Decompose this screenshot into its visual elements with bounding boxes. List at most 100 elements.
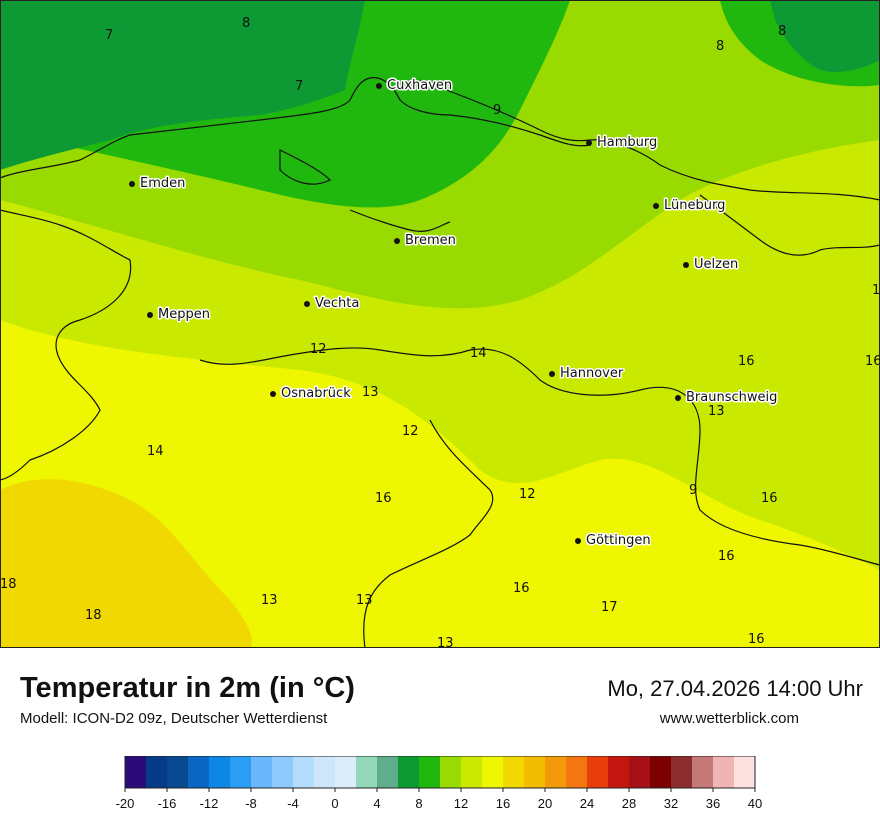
state-border-west — [0, 209, 132, 481]
legend-swatch — [146, 756, 168, 788]
iso-label: 17 — [601, 600, 618, 615]
cities: Cuxhaven Hamburg Emden Lüneburg Bremen U… — [129, 77, 779, 550]
weser-channel — [349, 209, 451, 232]
iso-label: 16 — [718, 549, 735, 564]
iso-label: 18 — [85, 608, 102, 623]
city-emden: Emden — [129, 175, 187, 193]
iso-label: 13 — [362, 385, 379, 400]
legend-swatch — [545, 756, 567, 788]
iso-label: 12 — [402, 424, 419, 439]
page-title: Temperatur in 2m (in °C) — [20, 672, 355, 704]
city-osnabrueck: Osnabrück — [270, 385, 353, 403]
iso-label: 14 — [147, 444, 164, 459]
svg-text:Hannover: Hannover — [560, 366, 624, 381]
legend-ticks: -20 -16 -12 -8 -4 0 4 8 12 16 20 24 28 32 36 40 — [116, 788, 762, 811]
svg-text:Göttingen: Göttingen — [586, 533, 651, 548]
boundaries — [0, 77, 880, 648]
city-lueneburg: Lüneburg — [653, 197, 727, 215]
legend-swatch — [650, 756, 672, 788]
state-border-south — [199, 347, 880, 566]
iso-label: 12 — [310, 342, 327, 357]
legend-tick-label: -16 — [158, 796, 177, 811]
legend-tick-label: -8 — [245, 796, 257, 811]
legend-swatch — [125, 756, 147, 788]
svg-text:Cuxhaven: Cuxhaven — [387, 78, 452, 93]
iso-label: 8 — [716, 39, 724, 54]
legend-swatch — [377, 756, 399, 788]
sea-north — [0, 0, 365, 170]
iso-label: 13 — [261, 593, 278, 608]
iso-label: 13 — [437, 636, 454, 648]
legend-swatch — [692, 756, 714, 788]
lake-border — [279, 149, 332, 185]
forecast-datetime: Mo, 27.04.2026 14:00 Uhr — [607, 676, 863, 701]
legend-swatch — [188, 756, 210, 788]
state-border-east — [699, 194, 880, 256]
temperature-map: 7 8 7 8 8 9 12 14 13 12 16 13 14 12 9 16… — [0, 0, 880, 648]
legend-swatch — [440, 756, 462, 788]
website-link[interactable]: www.wetterblick.com — [659, 710, 799, 727]
legend-swatch — [272, 756, 294, 788]
iso-label: 16 — [513, 581, 530, 596]
iso-label: 9 — [493, 103, 501, 118]
legend-tick-label: 32 — [664, 796, 678, 811]
city-hannover: Hannover — [549, 365, 625, 383]
city-vechta: Vechta — [304, 295, 361, 313]
state-border-hessen — [363, 419, 494, 648]
legend-swatch — [713, 756, 735, 788]
iso-label: 1 — [872, 283, 880, 298]
isotherm-labels: 7 8 7 8 8 9 12 14 13 12 16 13 14 12 9 16… — [0, 16, 880, 648]
legend-swatch — [293, 756, 315, 788]
field-orange-southwest — [0, 479, 252, 648]
legend-swatch — [335, 756, 357, 788]
city-uelzen: Uelzen — [683, 256, 740, 274]
legend-swatch — [524, 756, 546, 788]
color-legend: -20 -16 -12 -8 -4 0 4 8 12 16 20 24 28 32 36 40 — [116, 756, 762, 811]
legend-tick-label: 16 — [496, 796, 510, 811]
iso-label: 7 — [105, 28, 113, 43]
legend-swatch — [314, 756, 336, 788]
legend-swatches — [124, 756, 756, 789]
svg-text:Meppen: Meppen — [158, 307, 210, 322]
legend-tick-label: -20 — [116, 796, 135, 811]
city-braunschweig: Braunschweig — [675, 389, 779, 407]
svg-text:Lüneburg: Lüneburg — [664, 198, 725, 213]
legend-frame — [124, 756, 756, 789]
legend-tick-label: 12 — [454, 796, 468, 811]
legend-tick-label: 8 — [415, 796, 422, 811]
svg-text:Braunschweig: Braunschweig — [686, 390, 777, 405]
legend-tick-label: -12 — [200, 796, 219, 811]
city-cuxhaven: Cuxhaven — [376, 77, 454, 95]
legend-swatch — [230, 756, 252, 788]
iso-label: 14 — [470, 346, 487, 361]
iso-label: 8 — [242, 16, 250, 31]
svg-text:Hamburg: Hamburg — [597, 135, 657, 150]
legend-tick-label: 28 — [622, 796, 636, 811]
sea-baltic — [770, 0, 880, 72]
iso-label: 12 — [519, 487, 536, 502]
iso-label: 16 — [865, 354, 880, 369]
legend-swatch — [734, 756, 756, 788]
legend-swatch — [356, 756, 378, 788]
city-meppen: Meppen — [147, 306, 211, 324]
city-hamburg: Hamburg — [586, 134, 659, 152]
svg-text:Osnabrück: Osnabrück — [281, 386, 351, 401]
legend-swatch — [587, 756, 609, 788]
legend-tick-label: 4 — [373, 796, 380, 811]
iso-label: 7 — [295, 79, 303, 94]
iso-label: 16 — [761, 491, 778, 506]
legend-swatch — [482, 756, 504, 788]
coastline — [0, 77, 591, 179]
legend-swatch — [566, 756, 588, 788]
city-goettingen: Göttingen — [575, 532, 652, 550]
elbe-river — [419, 79, 880, 201]
svg-text:Emden: Emden — [140, 176, 185, 191]
legend-swatch — [398, 756, 420, 788]
legend-tick-label: 20 — [538, 796, 552, 811]
legend-swatch — [209, 756, 231, 788]
svg-text:Uelzen: Uelzen — [694, 257, 738, 272]
legend-swatch — [629, 756, 651, 788]
legend-swatch — [167, 756, 189, 788]
iso-label: 13 — [708, 404, 725, 419]
city-bremen: Bremen — [394, 232, 457, 250]
